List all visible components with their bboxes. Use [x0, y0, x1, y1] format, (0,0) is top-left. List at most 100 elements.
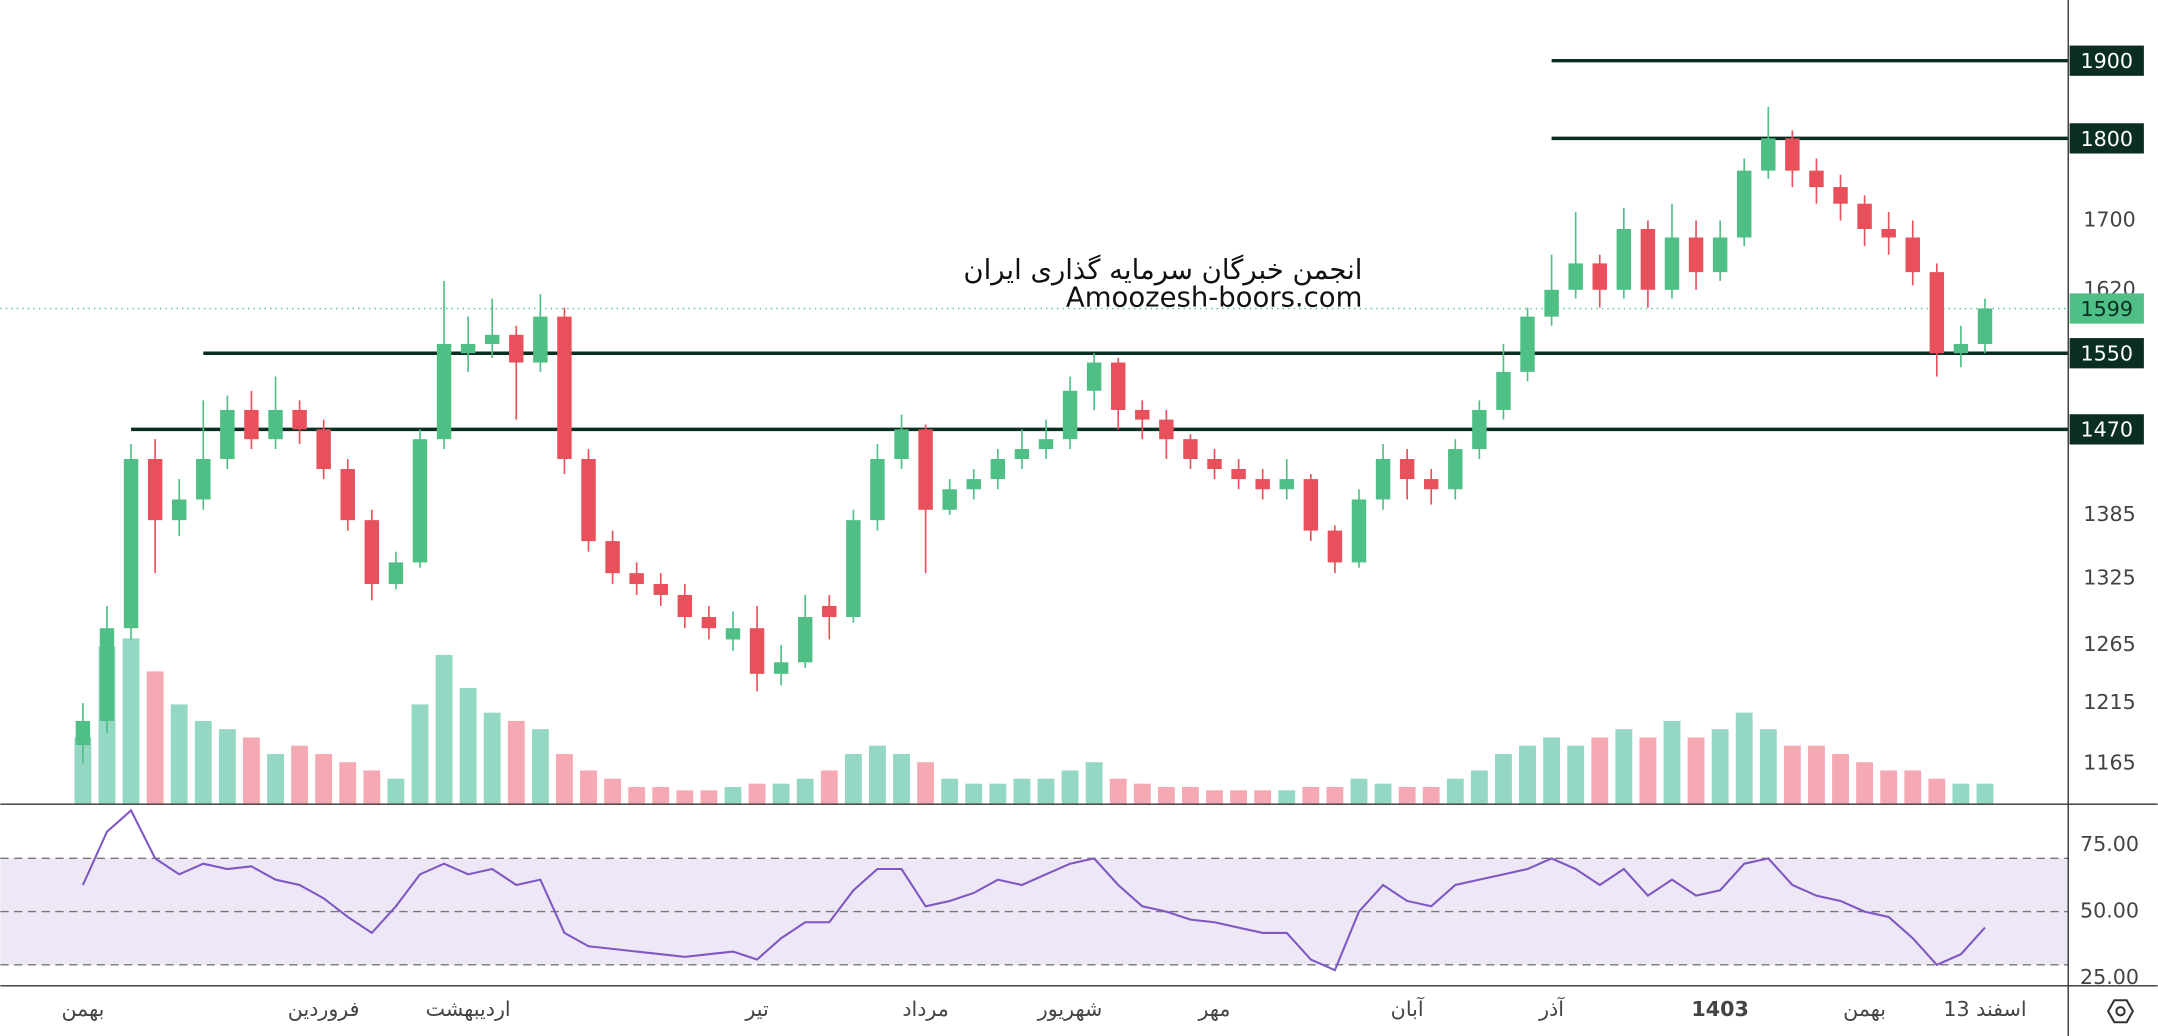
- volume-bar: [1446, 778, 1464, 804]
- candle-body: [1520, 316, 1535, 372]
- candle-body: [797, 617, 813, 663]
- volume-bar: [1952, 783, 1970, 804]
- y-tick-label: 1165: [2083, 750, 2136, 774]
- candle-body: [1857, 203, 1872, 229]
- candle-body: [1399, 458, 1415, 480]
- volume-bar: [315, 753, 333, 804]
- icon-hexagon: [2106, 999, 2135, 1024]
- rsi-tick-label: 75.00: [2080, 832, 2139, 856]
- candle-body: [773, 662, 789, 674]
- volume-bar: [1085, 762, 1103, 804]
- candle-body: [1110, 362, 1126, 410]
- candle-body: [629, 573, 644, 585]
- candle-body: [1183, 439, 1198, 459]
- candle-body: [1496, 371, 1511, 410]
- level-label-box: [2069, 414, 2144, 445]
- volume-bar: [1567, 745, 1585, 804]
- candle-body: [1375, 458, 1391, 500]
- volume-bar: [387, 778, 405, 804]
- candle-body: [1664, 237, 1680, 290]
- candle-body: [340, 469, 355, 521]
- volume-bar: [676, 790, 694, 804]
- volume-bar: [1687, 737, 1705, 804]
- candle-body: [412, 439, 428, 563]
- candle-body: [1279, 479, 1294, 490]
- volume-bar: [1663, 720, 1681, 804]
- volume-bar: [1254, 790, 1272, 804]
- icon-dot: [2115, 1006, 2126, 1017]
- candle-body: [1616, 228, 1632, 290]
- volume-bar: [291, 745, 309, 804]
- x-tick-label: 13 اسفند: [1943, 997, 2026, 1021]
- volume-bar: [1591, 737, 1609, 804]
- volume-bar: [1495, 753, 1512, 804]
- candle-body: [653, 584, 668, 595]
- volume-bar: [724, 786, 742, 804]
- candle-body: [1761, 138, 1776, 171]
- candle-body: [1062, 390, 1078, 440]
- candle-body: [1327, 530, 1343, 563]
- volume-bar: [1061, 770, 1079, 804]
- candle-body: [99, 628, 115, 721]
- candle-body: [870, 458, 885, 521]
- volume-bar: [1157, 786, 1175, 804]
- volume-bar: [1037, 778, 1055, 804]
- volume-bar: [435, 654, 453, 804]
- candle-body: [1135, 409, 1150, 420]
- candle-body: [533, 316, 548, 363]
- candle-body: [1255, 479, 1270, 490]
- volume-bar: [1519, 745, 1536, 804]
- candle-body: [966, 479, 981, 490]
- level-label-box: [2069, 338, 2144, 369]
- candle-body: [316, 429, 331, 470]
- volume-bar: [1759, 729, 1777, 804]
- candle-body: [1640, 228, 1656, 290]
- volume-bar: [796, 778, 814, 804]
- label-layer: بهمن فروردین اردیبهشت تیر مرداد شهریور مهر آبان…: [61, 45, 2144, 1021]
- candle-body: [918, 429, 933, 510]
- volume-bar: [941, 778, 959, 804]
- watermark-title: انجمن خبرگان سرمایه گذاری ایران: [963, 254, 1362, 286]
- y-tick-label: 1265: [2083, 632, 2136, 656]
- candle-body: [460, 343, 476, 354]
- x-tick-label: تیر: [744, 997, 769, 1021]
- candle-body: [1833, 187, 1848, 204]
- volume-bar: [604, 778, 622, 804]
- rsi-tick-label: 25.00: [2080, 965, 2139, 989]
- volume-bar: [507, 720, 525, 804]
- volume-bar: [1928, 778, 1946, 804]
- y-tick-label: 1700: [2083, 208, 2136, 232]
- candle-body: [1014, 449, 1030, 459]
- candle-body: [894, 429, 909, 459]
- volume-bar: [1783, 745, 1801, 804]
- volume-bar: [339, 762, 357, 804]
- volume-bar: [1398, 786, 1416, 804]
- candle-body: [1809, 170, 1824, 188]
- volume-bar: [1230, 790, 1248, 804]
- level-label-box: [2069, 45, 2144, 76]
- volume-bar: [1470, 770, 1488, 804]
- y-tick-label: 1325: [2083, 566, 2136, 590]
- candle-body: [1977, 308, 1993, 344]
- volume-bar: [1543, 737, 1561, 804]
- candle-body: [220, 409, 235, 459]
- candle-body: [1207, 458, 1222, 470]
- volume-bar: [652, 786, 670, 804]
- volume-bar: [1976, 783, 1994, 804]
- y-tick-label: 1215: [2083, 690, 2136, 714]
- candle-body: [1544, 289, 1559, 317]
- candle-body: [846, 520, 861, 618]
- volume-bar: [1350, 778, 1368, 804]
- volume-bar: [1735, 712, 1753, 804]
- volume-bar: [1832, 753, 1849, 804]
- x-tick-label: مرداد: [902, 997, 949, 1021]
- candle-body: [484, 334, 500, 344]
- volume-bar: [1278, 790, 1296, 804]
- volume-bar: [748, 783, 766, 804]
- candle-body: [388, 562, 404, 585]
- candle-body: [749, 628, 765, 674]
- settings-icon[interactable]: [2106, 999, 2135, 1024]
- volume-bar: [844, 753, 862, 804]
